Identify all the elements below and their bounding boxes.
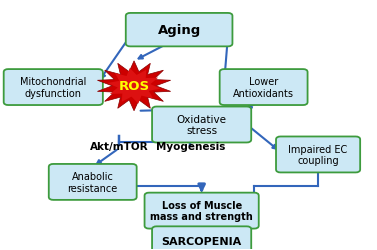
FancyBboxPatch shape <box>152 107 251 143</box>
Text: SARCOPENIA: SARCOPENIA <box>161 236 242 246</box>
Text: Myogenesis: Myogenesis <box>156 141 225 151</box>
Text: Akt/mTOR: Akt/mTOR <box>90 141 148 151</box>
Text: Loss of Muscle
mass and strength: Loss of Muscle mass and strength <box>150 200 253 222</box>
FancyBboxPatch shape <box>220 70 308 106</box>
Text: Impaired EC
coupling: Impaired EC coupling <box>288 144 348 166</box>
FancyBboxPatch shape <box>276 137 360 173</box>
FancyBboxPatch shape <box>152 226 251 250</box>
FancyBboxPatch shape <box>4 70 103 106</box>
Polygon shape <box>97 62 171 111</box>
Text: Aging: Aging <box>158 24 201 37</box>
FancyBboxPatch shape <box>144 193 259 229</box>
FancyBboxPatch shape <box>49 164 137 200</box>
Text: ROS: ROS <box>118 80 150 93</box>
Text: Oxidative
stress: Oxidative stress <box>177 114 227 136</box>
Polygon shape <box>107 69 161 104</box>
FancyBboxPatch shape <box>126 14 233 47</box>
Text: Lower
Antioxidants: Lower Antioxidants <box>233 77 294 98</box>
Text: Anabolic
resistance: Anabolic resistance <box>67 172 118 193</box>
Text: Mitochondrial
dysfunction: Mitochondrial dysfunction <box>20 77 86 98</box>
